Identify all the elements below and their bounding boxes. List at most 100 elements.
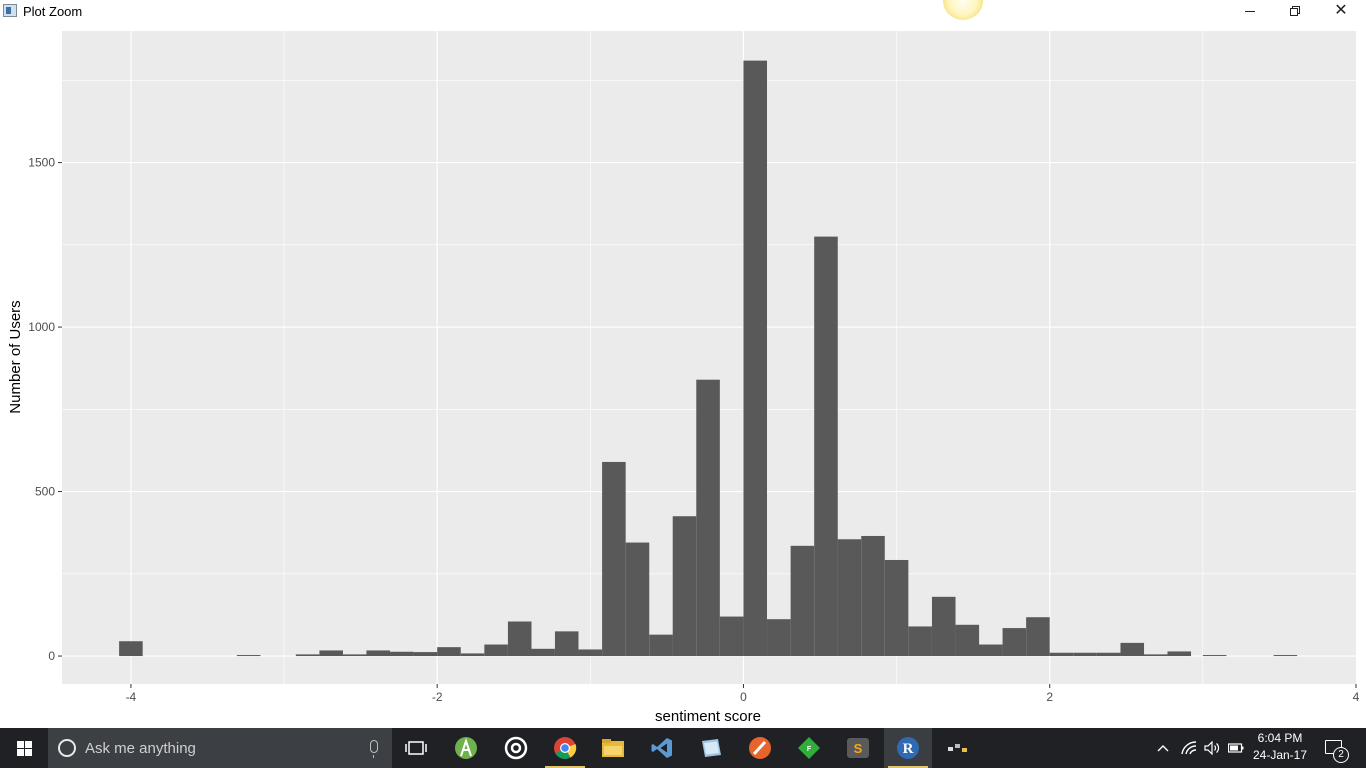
network-tray[interactable] — [1178, 728, 1200, 768]
search-box[interactable]: Ask me anything — [48, 728, 392, 768]
x-tick-label: 2 — [1046, 690, 1053, 704]
x-tick-label: 4 — [1353, 690, 1360, 704]
histogram-bar — [814, 236, 838, 657]
histogram-bar — [413, 652, 438, 657]
battery-tray[interactable] — [1225, 728, 1247, 768]
pinned-app-icon — [948, 744, 967, 752]
histogram-bar — [319, 650, 343, 657]
histogram-bar — [295, 654, 320, 657]
cortana-icon — [58, 739, 76, 757]
app-icon — [3, 4, 17, 17]
volume-icon — [1204, 741, 1220, 755]
taskbar-notes[interactable] — [687, 728, 735, 768]
taskbar-file-explorer[interactable] — [589, 728, 637, 768]
histogram-bar — [437, 647, 461, 657]
microphone-icon[interactable] — [370, 740, 378, 758]
histogram-bar — [696, 379, 720, 657]
y-axis-label: Number of Users — [7, 300, 24, 413]
taskbar-green-app[interactable]: F — [785, 728, 833, 768]
histogram-bar — [672, 516, 697, 657]
sun-glare — [943, 0, 983, 20]
task-view-button[interactable] — [392, 728, 440, 768]
histogram-bar — [119, 641, 143, 657]
taskbar-android-studio[interactable] — [442, 728, 490, 768]
histogram-bar — [1167, 651, 1192, 657]
histogram-bar — [484, 644, 508, 657]
taskbar-visual-studio[interactable] — [638, 728, 686, 768]
action-center-button[interactable]: 2 — [1318, 728, 1366, 768]
notification-count-badge: 2 — [1333, 747, 1349, 763]
title-bar: Plot Zoom ✕ — [0, 0, 1366, 22]
clock[interactable]: 6:04 PM 24-Jan-17 — [1248, 730, 1312, 766]
svg-text:S: S — [854, 741, 863, 756]
show-hidden-icons-button[interactable] — [1152, 728, 1174, 768]
battery-icon — [1228, 743, 1244, 753]
taskbar-chrome[interactable] — [541, 728, 589, 768]
close-icon: ✕ — [1334, 2, 1348, 19]
taskbar: Ask me anything F S R — [0, 728, 1366, 768]
histogram-bar — [861, 535, 885, 657]
taskbar-sublime-text[interactable]: S — [834, 728, 882, 768]
histogram-bar — [507, 621, 532, 657]
search-placeholder: Ask me anything — [85, 739, 196, 757]
y-tick-label: 500 — [35, 485, 55, 499]
folder-icon — [602, 739, 624, 757]
y-tick-label: 0 — [48, 649, 55, 663]
histogram-bar — [390, 651, 414, 657]
histogram-bar — [1002, 628, 1027, 657]
bars — [119, 60, 1298, 657]
windows-logo-icon — [16, 740, 32, 756]
histogram-bar — [236, 655, 261, 657]
histogram-bar — [719, 616, 744, 657]
groove-music-icon — [504, 736, 528, 760]
histogram-bar — [931, 596, 956, 657]
histogram-bar — [1049, 652, 1074, 657]
histogram-bar — [625, 542, 650, 657]
chevron-up-icon — [1157, 745, 1169, 752]
histogram-bar — [460, 653, 485, 657]
histogram-chart: -4 -2 0 2 4 0 500 1000 1500 sentiment score Num… — [7, 31, 1360, 725]
histogram-bar — [955, 624, 980, 657]
restore-button[interactable] — [1272, 0, 1318, 22]
histogram-bar — [531, 648, 555, 657]
histogram-bar — [743, 60, 768, 657]
green-diamond-icon: F — [798, 737, 820, 759]
clock-date: 24-Jan-17 — [1252, 748, 1308, 762]
start-button[interactable] — [0, 728, 48, 768]
histogram-bar — [1120, 642, 1145, 657]
sublime-text-icon: S — [847, 738, 869, 758]
minimize-icon — [1245, 10, 1255, 12]
taskbar-r[interactable]: R — [884, 728, 932, 768]
x-axis-ticks: -4 -2 0 2 4 — [126, 684, 1360, 704]
taskbar-groove[interactable] — [492, 728, 540, 768]
y-tick-label: 1500 — [28, 156, 55, 170]
wifi-icon — [1181, 741, 1197, 755]
histogram-bar — [1202, 655, 1227, 657]
histogram-bar — [767, 619, 791, 657]
svg-text:R: R — [903, 741, 914, 757]
task-view-icon — [405, 741, 427, 755]
x-axis-label: sentiment score — [655, 708, 761, 725]
taskbar-paint[interactable] — [736, 728, 784, 768]
paint-icon — [749, 737, 771, 759]
taskbar-pinned-app[interactable] — [934, 728, 982, 768]
notes-icon — [702, 739, 721, 757]
histogram-bar — [1143, 654, 1168, 657]
histogram-bar — [1026, 617, 1050, 657]
histogram-bar — [578, 649, 603, 657]
visual-studio-icon — [651, 738, 672, 758]
minimize-button[interactable] — [1227, 0, 1273, 22]
histogram-bar — [1273, 655, 1298, 657]
histogram-bar — [649, 634, 673, 657]
y-tick-label: 1000 — [28, 320, 55, 334]
r-icon: R — [897, 737, 919, 759]
histogram-bar — [343, 654, 367, 657]
histogram-bar — [366, 650, 390, 657]
histogram-bar — [602, 461, 626, 657]
window-title: Plot Zoom — [23, 4, 83, 19]
histogram-bar — [908, 626, 932, 657]
histogram-bar — [1073, 652, 1097, 657]
volume-tray[interactable] — [1201, 728, 1223, 768]
close-button[interactable]: ✕ — [1318, 0, 1364, 22]
histogram-bar — [554, 631, 579, 657]
